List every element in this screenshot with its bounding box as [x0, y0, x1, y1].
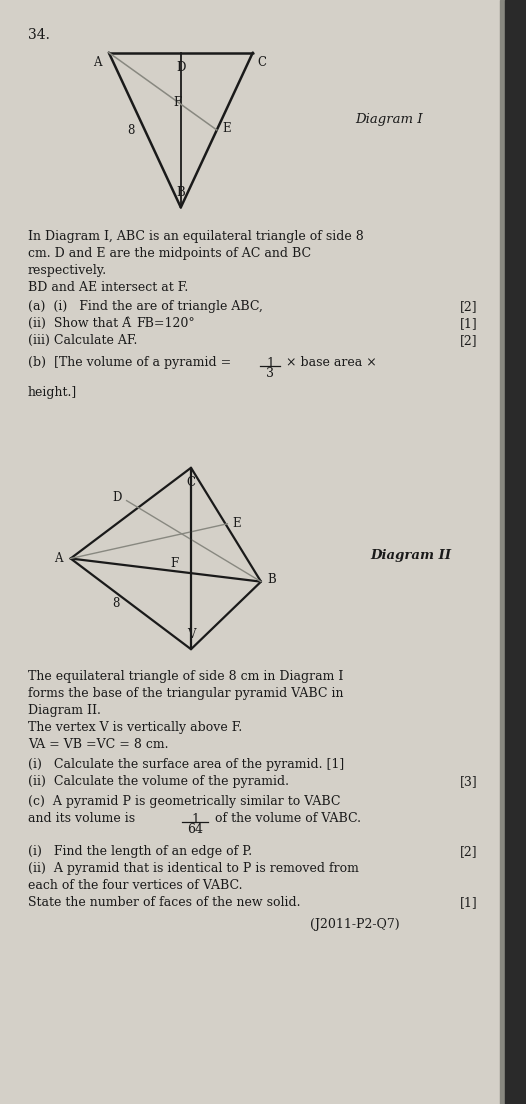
Text: [1]: [1] [460, 317, 478, 330]
Text: × base area ×: × base area × [286, 355, 377, 369]
Text: 1: 1 [191, 813, 199, 826]
Text: 34.: 34. [28, 28, 50, 42]
Text: and its volume is: and its volume is [28, 813, 135, 825]
Text: C: C [187, 476, 196, 489]
Text: [2]: [2] [460, 300, 478, 314]
Text: Diagram II.: Diagram II. [28, 704, 101, 716]
Text: [2]: [2] [460, 335, 478, 347]
Text: (a)  (i)   Find the are of triangle ABC,: (a) (i) Find the are of triangle ABC, [28, 300, 263, 314]
Text: The vertex V is vertically above F.: The vertex V is vertically above F. [28, 721, 242, 734]
Text: State the number of faces of the new solid.: State the number of faces of the new sol… [28, 896, 300, 909]
Text: respectively.: respectively. [28, 264, 107, 277]
Text: F: F [174, 96, 182, 109]
Text: (c)  A pyramid P is geometrically similar to VABC: (c) A pyramid P is geometrically similar… [28, 795, 340, 808]
Text: 8: 8 [127, 124, 135, 137]
Text: The equilateral triangle of side 8 cm in Diagram I: The equilateral triangle of side 8 cm in… [28, 670, 343, 683]
Text: In Diagram I, ABC is an equilateral triangle of side 8: In Diagram I, ABC is an equilateral tria… [28, 230, 364, 243]
Text: D: D [112, 491, 122, 505]
Text: F: F [170, 556, 178, 570]
Text: B: B [267, 573, 276, 586]
Text: (b)  [The volume of a pyramid =: (b) [The volume of a pyramid = [28, 355, 231, 369]
Text: height.]: height.] [28, 386, 77, 399]
Text: [2]: [2] [460, 845, 478, 858]
Text: (i)   Calculate the surface area of the pyramid. [1]: (i) Calculate the surface area of the py… [28, 758, 344, 771]
Text: (ii)  A pyramid that is identical to P is removed from: (ii) A pyramid that is identical to P is… [28, 862, 359, 875]
Text: each of the four vertices of VABC.: each of the four vertices of VABC. [28, 879, 242, 892]
Text: A: A [54, 552, 63, 565]
Text: (J2011-P2-Q7): (J2011-P2-Q7) [310, 919, 400, 931]
Text: FB=120°: FB=120° [136, 317, 195, 330]
Text: of the volume of VABC.: of the volume of VABC. [215, 813, 361, 825]
Text: forms the base of the triangular pyramid VABC in: forms the base of the triangular pyramid… [28, 687, 343, 700]
Text: (i)   Find the length of an edge of P.: (i) Find the length of an edge of P. [28, 845, 252, 858]
Text: B: B [176, 187, 185, 200]
Text: (ii)  Calculate the volume of the pyramid.: (ii) Calculate the volume of the pyramid… [28, 775, 289, 788]
Text: Diagram I: Diagram I [355, 114, 422, 127]
Text: (ii)  Show that Â: (ii) Show that Â [28, 317, 131, 330]
Text: V: V [187, 628, 195, 641]
Text: E: E [223, 121, 231, 135]
Text: E: E [232, 518, 241, 530]
Text: Diagram II: Diagram II [370, 549, 451, 562]
Text: D: D [176, 61, 186, 74]
Text: C: C [258, 55, 267, 68]
Bar [505, 0, 526, 1104]
Text: BD and AE intersect at F.: BD and AE intersect at F. [28, 282, 188, 294]
Text: [3]: [3] [460, 775, 478, 788]
Text: 64: 64 [187, 822, 203, 836]
Text: cm. D and E are the midpoints of AC and BC: cm. D and E are the midpoints of AC and … [28, 247, 311, 261]
Text: [1]: [1] [460, 896, 478, 909]
Text: (iii) Calculate AF.: (iii) Calculate AF. [28, 335, 137, 347]
Text: 8: 8 [112, 597, 119, 611]
Text: 1: 1 [266, 357, 274, 370]
Bar [500, 0, 506, 1104]
Text: VA = VB =VC = 8 cm.: VA = VB =VC = 8 cm. [28, 737, 168, 751]
Text: 3: 3 [266, 367, 274, 380]
Text: A: A [93, 55, 102, 68]
